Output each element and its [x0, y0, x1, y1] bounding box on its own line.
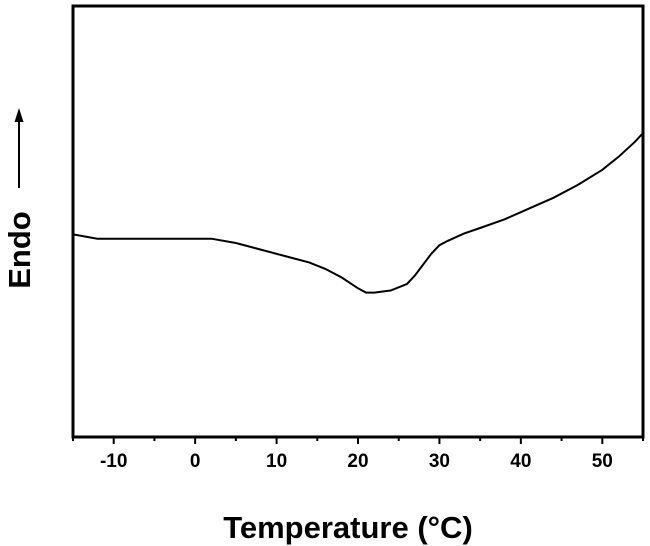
x-tick-labels: -10 0 10 20 30 40 50	[100, 451, 613, 472]
y-axis-title-group: Endo	[2, 108, 37, 289]
x-tick-label: 20	[347, 451, 368, 472]
x-tick-label: 10	[266, 451, 287, 472]
x-tick-label: -10	[100, 451, 127, 472]
x-axis-title: Temperature (°C)	[223, 510, 473, 545]
x-tick-label: 50	[592, 451, 613, 472]
x-tick-label: 30	[429, 451, 450, 472]
y-axis-arrow-icon	[14, 108, 24, 122]
plot-frame	[71, 4, 645, 439]
x-tick-label: 0	[190, 451, 201, 472]
dsc-curve	[72, 132, 644, 294]
y-axis-title: Endo	[2, 211, 37, 289]
x-ticks	[72, 437, 644, 444]
x-tick-label: 40	[510, 451, 531, 472]
